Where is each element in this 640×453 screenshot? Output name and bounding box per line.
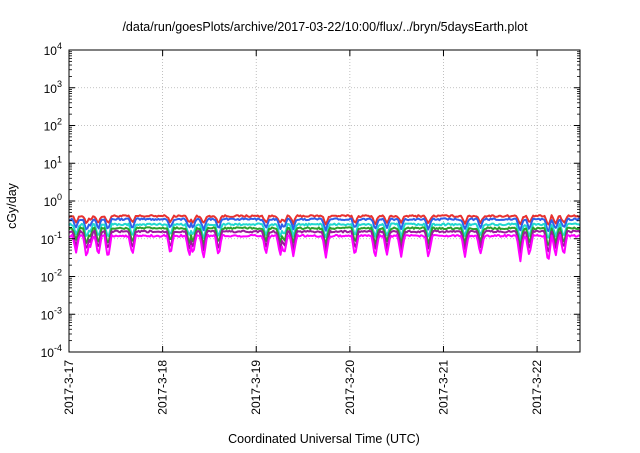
y-tick-label: 102: [44, 117, 62, 134]
chart-title: /data/run/goesPlots/archive/2017-03-22/1…: [122, 20, 528, 34]
grid: [68, 49, 580, 353]
y-tick-label: 10-1: [41, 230, 62, 247]
series-line-6: [68, 233, 581, 263]
x-axis-label: Coordinated Universal Time (UTC): [228, 432, 420, 446]
x-tick-label: 2017-3-17: [62, 360, 76, 415]
x-tick-label: 2017-3-20: [343, 360, 357, 415]
y-tick-label: 101: [44, 154, 62, 171]
series-line-1: [68, 214, 581, 226]
y-tick-label: 104: [44, 41, 62, 58]
series-line-2: [68, 217, 581, 233]
series-group: [68, 214, 581, 263]
x-tick-label: 2017-3-21: [436, 360, 450, 415]
y-tick-label: 10-2: [41, 268, 62, 285]
axes: 104 103 102 101 100 10-1 10-2 10-3 10-42017-3-17…: [41, 41, 580, 415]
y-tick-label: 10-3: [41, 305, 62, 322]
x-tick-label: 2017-3-19: [249, 360, 263, 415]
y-tick-label: 10-4: [41, 343, 62, 360]
y-tick-label: 100: [44, 192, 62, 209]
y-tick-label: 103: [44, 79, 62, 96]
y-axis-label: cGy/day: [5, 182, 19, 229]
series-line-3: [68, 222, 581, 242]
x-tick-label: 2017-3-18: [156, 360, 170, 415]
x-tick-label: 2017-3-22: [530, 360, 544, 415]
